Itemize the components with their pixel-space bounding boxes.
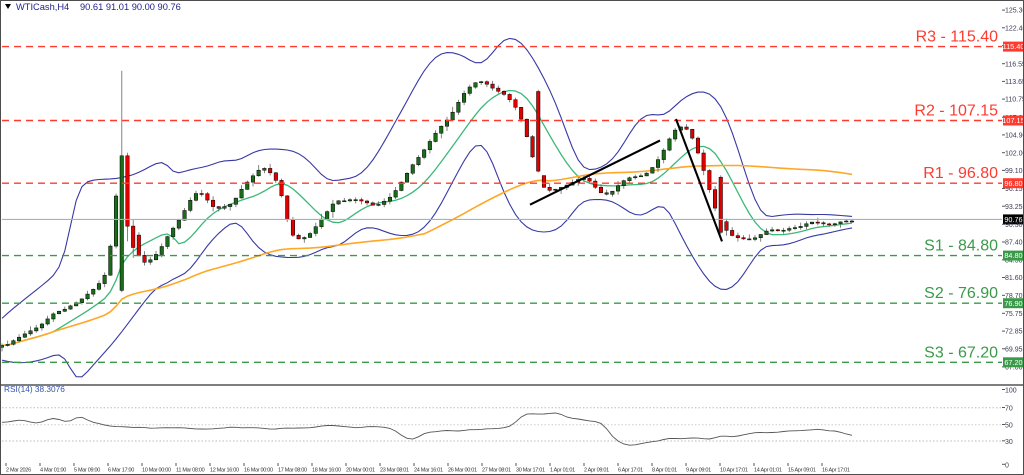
svg-text:72.85: 72.85 [1005, 329, 1023, 336]
svg-text:5 Mar 09:00: 5 Mar 09:00 [74, 467, 100, 473]
svg-text:8 Apr 01:01: 8 Apr 01:01 [652, 467, 677, 473]
svg-text:115.40: 115.40 [1003, 42, 1024, 51]
svg-text:16 Mar 00:00: 16 Mar 00:00 [244, 467, 273, 473]
svg-text:67.20: 67.20 [1004, 358, 1022, 367]
svg-text:WTICash,H4: WTICash,H4 [16, 2, 69, 12]
svg-text:17 Mar 08:00: 17 Mar 08:00 [278, 467, 307, 473]
svg-text:125.30: 125.30 [1005, 8, 1024, 15]
svg-text:50: 50 [1005, 423, 1013, 430]
svg-text:RSI(14) 38.3076: RSI(14) 38.3076 [4, 384, 65, 394]
svg-text:11 Mar 08:00: 11 Mar 08:00 [176, 467, 205, 473]
svg-text:107.15: 107.15 [1002, 116, 1024, 125]
svg-text:113.65: 113.65 [1005, 79, 1024, 86]
svg-text:9 Apr 09:01: 9 Apr 09:01 [686, 467, 711, 473]
svg-text:87.40: 87.40 [1005, 240, 1023, 247]
svg-text:R2 - 107.15: R2 - 107.15 [914, 103, 998, 120]
svg-text:18 Mar 16:00: 18 Mar 16:00 [312, 467, 341, 473]
svg-text:2 Mar 2026: 2 Mar 2026 [6, 467, 31, 473]
svg-text:96.80: 96.80 [1004, 179, 1022, 188]
svg-text:10 Apr 17:01: 10 Apr 17:01 [720, 467, 748, 473]
svg-text:2 Apr 09:01: 2 Apr 09:01 [584, 467, 609, 473]
svg-text:84.80: 84.80 [1004, 251, 1022, 260]
svg-text:100: 100 [1005, 388, 1017, 395]
svg-text:14 Apr 01:01: 14 Apr 01:01 [754, 467, 782, 473]
svg-text:30 Mar 17:01: 30 Mar 17:01 [516, 467, 545, 473]
svg-text:116.55: 116.55 [1005, 61, 1024, 68]
svg-text:81.60: 81.60 [1005, 275, 1023, 282]
svg-text:4 Mar 01:00: 4 Mar 01:00 [40, 467, 66, 473]
svg-text:15 Apr 09:01: 15 Apr 09:01 [788, 467, 816, 473]
svg-text:110.75: 110.75 [1005, 97, 1024, 104]
svg-text:20 Mar 00:01: 20 Mar 00:01 [346, 467, 375, 473]
svg-text:26 Mar 00:01: 26 Mar 00:01 [448, 467, 477, 473]
svg-text:S1 - 84.80: S1 - 84.80 [924, 238, 998, 255]
svg-text:R1 - 96.80: R1 - 96.80 [923, 165, 998, 182]
svg-text:16 Apr 17:01: 16 Apr 17:01 [822, 467, 850, 473]
svg-text:24 Mar 16:01: 24 Mar 16:01 [414, 467, 443, 473]
svg-text:23 Mar 08:01: 23 Mar 08:01 [380, 467, 409, 473]
svg-text:12 Mar 16:00: 12 Mar 16:00 [210, 467, 239, 473]
svg-text:30: 30 [1005, 439, 1013, 446]
svg-text:99.10: 99.10 [1005, 168, 1023, 175]
svg-text:0: 0 [1005, 462, 1009, 469]
svg-text:90.30: 90.30 [1005, 222, 1023, 229]
svg-text:93.25: 93.25 [1005, 204, 1023, 211]
svg-text:S2 - 76.90: S2 - 76.90 [924, 285, 998, 302]
svg-text:102.00: 102.00 [1005, 150, 1024, 157]
svg-text:90.61 91.01 90.00 90.76: 90.61 91.01 90.00 90.76 [80, 2, 181, 12]
svg-text:S3 - 67.20: S3 - 67.20 [924, 344, 998, 361]
svg-text:1 Apr 01:01: 1 Apr 01:01 [550, 467, 575, 473]
svg-text:27 Mar 08:01: 27 Mar 08:01 [482, 467, 511, 473]
svg-text:104.90: 104.90 [1005, 133, 1024, 140]
svg-text:70: 70 [1005, 406, 1013, 413]
svg-text:10 Mar 00:00: 10 Mar 00:00 [142, 467, 171, 473]
svg-text:69.95: 69.95 [1005, 346, 1023, 353]
svg-text:R3 - 115.40: R3 - 115.40 [916, 29, 999, 46]
svg-text:122.40: 122.40 [1005, 25, 1024, 32]
svg-text:76.90: 76.90 [1004, 299, 1022, 308]
svg-text:6 Mar 17:00: 6 Mar 17:00 [108, 467, 134, 473]
svg-text:6 Apr 17:01: 6 Apr 17:01 [618, 467, 643, 473]
svg-text:75.75: 75.75 [1005, 311, 1023, 318]
